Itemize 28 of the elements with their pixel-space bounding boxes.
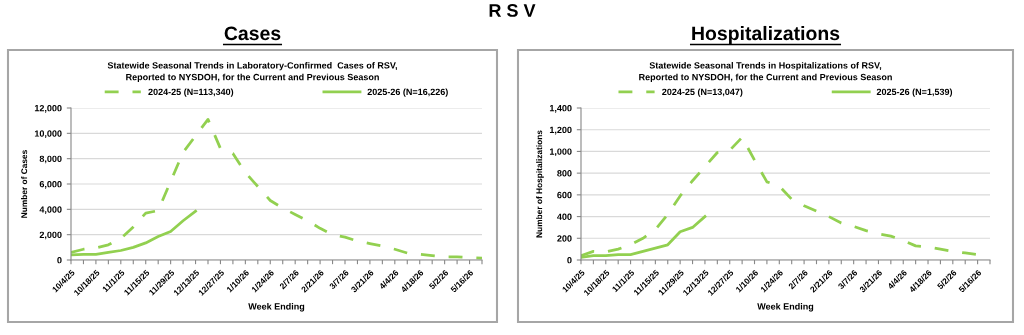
y-tick-label: 1,000 bbox=[549, 148, 572, 157]
y-tick-label: 600 bbox=[557, 191, 572, 199]
y-tick-label: 1,200 bbox=[549, 126, 572, 135]
y-tick-label: 2,000 bbox=[39, 231, 62, 240]
y-tick-label: 0 bbox=[567, 256, 572, 264]
y-axis-title: Number of Cases bbox=[21, 150, 28, 218]
y-tick-label: 12,000 bbox=[34, 104, 62, 113]
legend-label: 2025-26 (N=1,539) bbox=[876, 88, 953, 97]
chart-subtitle: Statewide Seasonal Trends in Hospitalizations of RSV, Reported to NYSDOH, for the Current and Previous Season bbox=[639, 61, 892, 83]
legend-label: 2025-26 (N=16,226) bbox=[367, 88, 448, 97]
legend-label: 2024-25 (N=13,047) bbox=[662, 88, 743, 97]
y-tick-label: 6,000 bbox=[39, 180, 62, 189]
text: R S V bbox=[489, 4, 536, 17]
y-tick-label: 400 bbox=[557, 213, 572, 220]
chart-title: Cases bbox=[224, 26, 281, 41]
y-tick-label: 10,000 bbox=[34, 130, 62, 138]
x-axis-title: Week Ending bbox=[248, 303, 305, 312]
y-tick-label: 0 bbox=[57, 256, 62, 264]
y-tick-label: 1,400 bbox=[549, 104, 572, 113]
y-tick-label: 8,000 bbox=[39, 155, 62, 164]
y-axis-title: Number of Hospitalizations bbox=[536, 130, 544, 238]
chart-title: Hospitalizations bbox=[692, 25, 840, 45]
y-tick-label: 200 bbox=[557, 235, 572, 242]
y-tick-label: 800 bbox=[557, 170, 572, 177]
y-tick-label: 4,000 bbox=[39, 206, 62, 214]
chart-subtitle: Statewide Seasonal Trends in Laboratory-Confirmed Cases of RSV, Reported to NYSDOH, for the Current and Previous Season bbox=[107, 61, 397, 83]
legend-label: 2024-25 (N=113,340) bbox=[148, 88, 234, 97]
x-axis-title: Week Ending bbox=[757, 303, 814, 312]
